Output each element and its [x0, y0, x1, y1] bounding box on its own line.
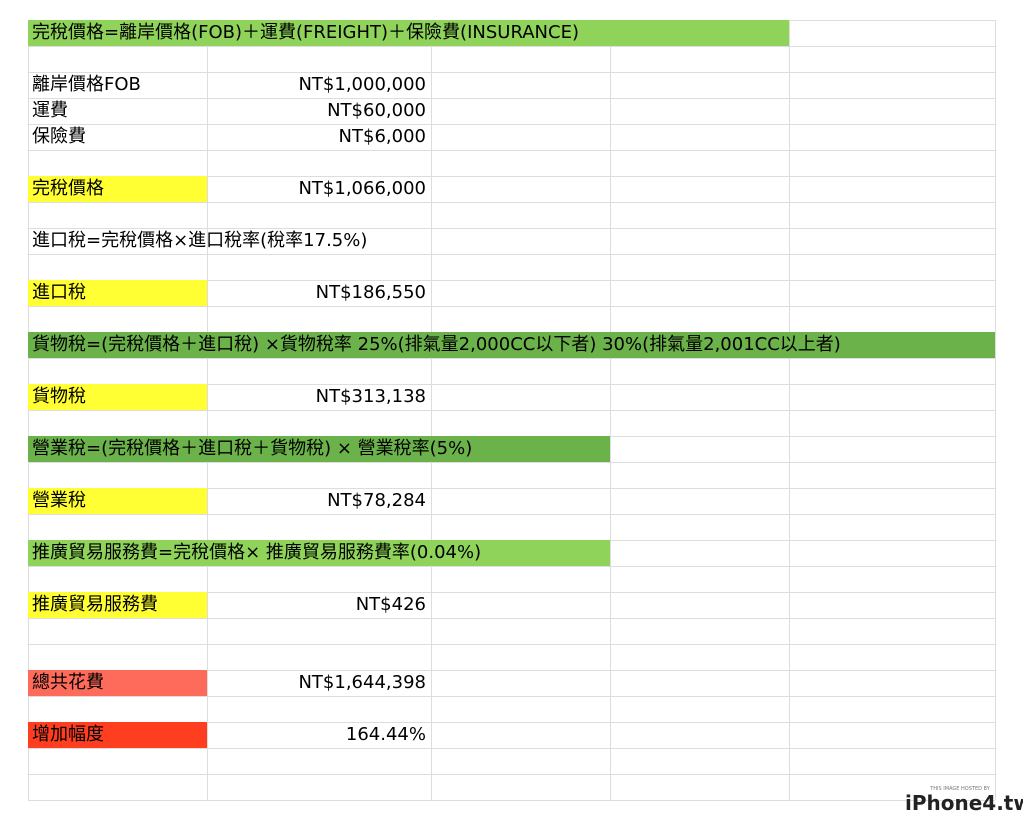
grid-line — [610, 20, 611, 800]
cell-label: 總共花費 — [32, 672, 104, 693]
cell-value: NT$78,284 — [327, 490, 426, 511]
cell-value: 164.44% — [345, 724, 426, 745]
cell-label: 推廣貿易服務費 — [32, 594, 158, 615]
grid-line — [28, 488, 995, 489]
cell-label: 營業稅 — [32, 490, 86, 511]
cell-value: NT$1,066,000 — [298, 178, 426, 199]
cell-fill — [28, 670, 207, 696]
cell-fill — [28, 384, 207, 410]
grid-line — [28, 306, 995, 307]
cell-label: 增加幅度 — [32, 724, 104, 745]
grid-line — [28, 566, 995, 567]
cell-fill — [28, 436, 610, 462]
grid-line — [28, 254, 995, 255]
grid-line — [28, 410, 995, 411]
grid-line — [28, 176, 995, 177]
cell-fill — [28, 722, 207, 748]
grid-line — [28, 722, 995, 723]
grid-line — [28, 46, 995, 47]
cell-label: 進口稅=完稅價格×進口稅率(稅率17.5%) — [32, 230, 368, 251]
cell-value: NT$1,644,398 — [298, 672, 426, 693]
grid-line — [28, 150, 995, 151]
watermark-site: iPhone4.tw — [905, 791, 1023, 815]
grid-line — [431, 20, 432, 800]
grid-line — [28, 592, 995, 593]
grid-line — [28, 202, 995, 203]
grid-line — [28, 20, 29, 800]
grid-line — [28, 800, 995, 801]
cell-value: NT$1,000,000 — [298, 74, 426, 95]
cell-label: 貨物稅 — [32, 386, 86, 407]
cell-fill — [28, 280, 207, 306]
cell-fill — [28, 20, 789, 46]
cell-value: NT$313,138 — [315, 386, 426, 407]
grid-line — [28, 644, 995, 645]
grid-line — [28, 358, 995, 359]
cell-fill — [28, 332, 995, 358]
grid-line — [789, 20, 790, 800]
cell-label: 推廣貿易服務費=完稅價格× 推廣貿易服務費率(0.04%) — [32, 542, 482, 563]
grid-line — [28, 774, 995, 775]
cell-fill — [28, 488, 207, 514]
grid-line — [28, 748, 995, 749]
cell-label: 運費 — [32, 100, 68, 121]
cell-value: NT$186,550 — [315, 282, 426, 303]
cell-label: 離岸價格FOB — [32, 74, 141, 95]
grid-line — [995, 20, 996, 800]
cell-label: 營業稅=(完稅價格＋進口稅＋貨物稅) × 營業稅率(5%) — [32, 438, 473, 459]
cell-fill — [28, 592, 207, 618]
cell-value: NT$6,000 — [338, 126, 426, 147]
cell-value: NT$426 — [355, 594, 426, 615]
grid-line — [28, 384, 995, 385]
grid-line — [28, 514, 995, 515]
grid-line — [28, 618, 995, 619]
cell-fill — [28, 540, 610, 566]
cell-value: NT$60,000 — [327, 100, 426, 121]
grid-line — [28, 696, 995, 697]
watermark-caption: THIS IMAGE HOSTED BY — [930, 786, 990, 792]
grid-line — [28, 462, 995, 463]
cell-label: 完稅價格=離岸價格(FOB)＋運費(FREIGHT)＋保險費(INSURANCE… — [32, 22, 579, 43]
grid-line — [28, 670, 995, 671]
watermark: THIS IMAGE HOSTED BY iPhone4.tw — [905, 786, 1023, 815]
grid-line — [28, 280, 995, 281]
grid-line — [28, 228, 995, 229]
cell-label: 保險費 — [32, 126, 86, 147]
cell-label: 貨物稅=(完稅價格＋進口稅) ×貨物稅率 25%(排氣量2,000CC以下者) … — [32, 334, 841, 355]
cell-label: 完稅價格 — [32, 178, 104, 199]
grid-line — [28, 72, 995, 73]
grid-line — [28, 124, 995, 125]
cell-label: 進口稅 — [32, 282, 86, 303]
grid-line — [207, 20, 208, 800]
grid-line — [28, 98, 995, 99]
cell-fill — [28, 176, 207, 202]
